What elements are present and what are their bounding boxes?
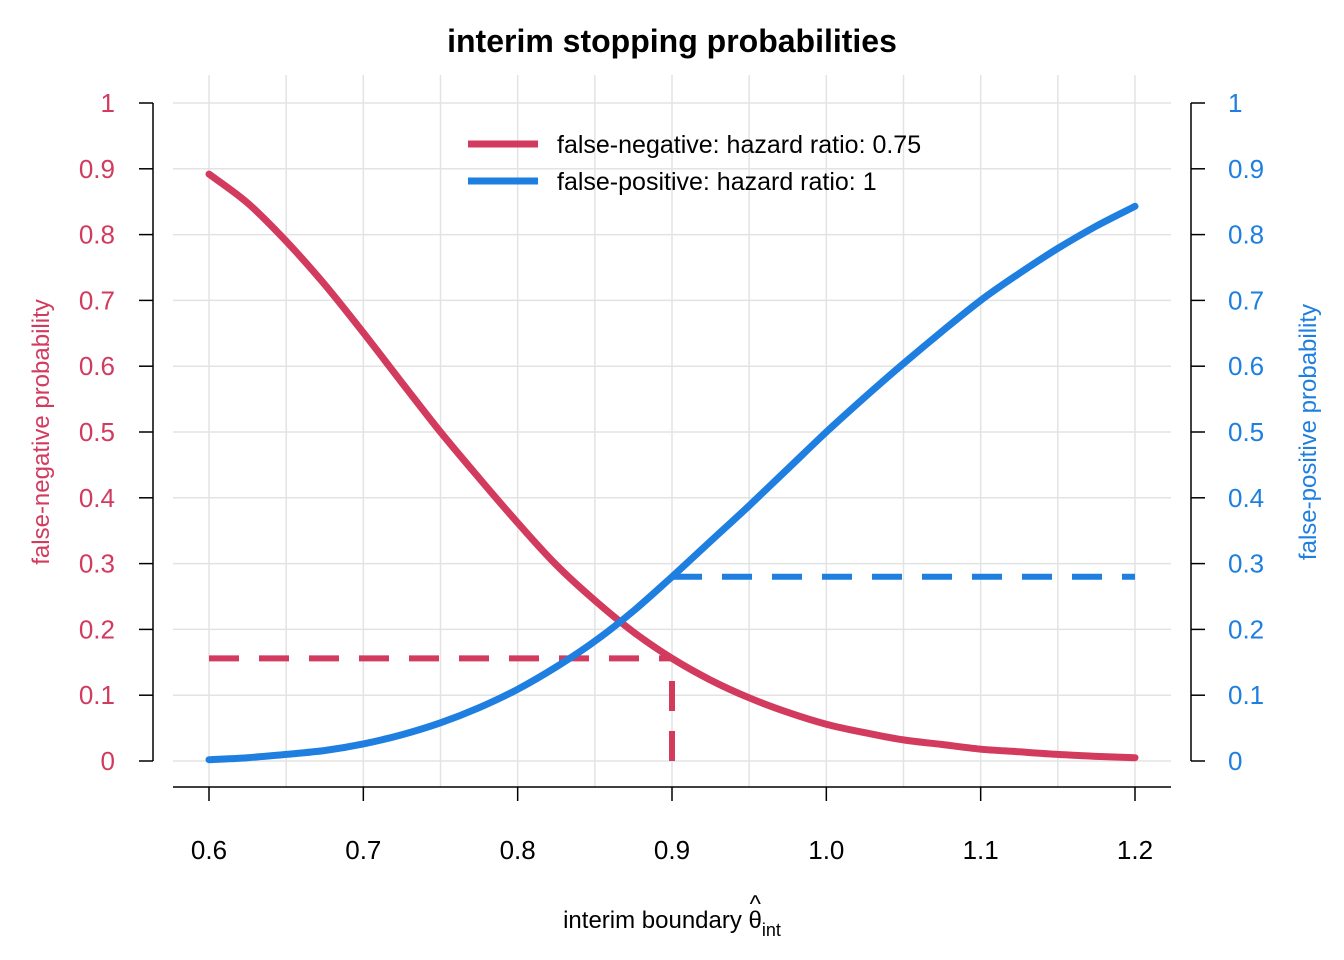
- y-left-tick-label: 0.7: [79, 285, 115, 315]
- legend-label: false-positive: hazard ratio: 1: [557, 168, 877, 196]
- y-right-tick-label: 0.2: [1228, 614, 1264, 644]
- y-left-tick-label: 0.1: [79, 680, 115, 710]
- y-left-tick-label: 0.3: [79, 549, 115, 579]
- y-left-tick-label: 0.9: [79, 154, 115, 184]
- x-tick-label: 1.2: [1117, 835, 1153, 865]
- threshold-lines: [209, 573, 1135, 761]
- y-right-tick-label: 0.5: [1228, 417, 1264, 447]
- y-left-tick-label: 0.5: [79, 417, 115, 447]
- y-right-tick-label: 0.8: [1228, 220, 1264, 250]
- x-axis-label-subscript: int: [762, 920, 781, 940]
- y-right-tick-label: 0: [1228, 746, 1242, 776]
- y-left-tick-label: 0.4: [79, 483, 115, 513]
- y-left-tick-label: 0.8: [79, 220, 115, 250]
- chart-title: interim stopping probabilities: [447, 23, 897, 59]
- y-right-tick-label: 0.6: [1228, 351, 1264, 381]
- y-left-tick-label: 1: [101, 88, 115, 118]
- y-left-tick-label: 0.6: [79, 351, 115, 381]
- y-right-tick-label: 0.7: [1228, 285, 1264, 315]
- x-axis-label-prefix: interim boundary: [563, 907, 748, 934]
- x-tick-label: 0.9: [654, 835, 690, 865]
- false-positive-curve: [205, 202, 1139, 764]
- x-tick-label: 0.8: [500, 835, 536, 865]
- y-axis-left-label: false-negative probability: [28, 299, 55, 565]
- y-left-tick-label: 0.2: [79, 614, 115, 644]
- x-tick-label: 1.1: [963, 835, 999, 865]
- axes: 0.6 0.7 0.8 0.9 1.0 1.1 1.2 0 0.1 0.2 0.3 0.4 0.5 0.6…: [79, 88, 1264, 865]
- x-axis-label-symbol: θ: [749, 907, 762, 934]
- legend-label: false-negative: hazard ratio: 0.75: [557, 131, 921, 159]
- x-tick-label: 0.6: [191, 835, 227, 865]
- y-axis-right-label: false-positive probability: [1295, 304, 1322, 560]
- y-right-tick-label: 0.9: [1228, 154, 1264, 184]
- y-right-tick-label: 0.3: [1228, 549, 1264, 579]
- x-tick-label: 0.7: [345, 835, 381, 865]
- x-axis-label: interim boundary θint ^: [563, 891, 781, 940]
- y-right-tick-label: 0.4: [1228, 483, 1264, 513]
- series-lines: [205, 170, 1139, 764]
- x-axis-label-hat: ^: [750, 891, 762, 918]
- y-right-tick-label: 1: [1228, 88, 1242, 118]
- y-right-tick-label: 0.1: [1228, 680, 1264, 710]
- svg-text:interim boundary θint: interim boundary θint: [563, 907, 781, 940]
- false-negative-curve: [205, 170, 1139, 762]
- x-tick-label: 1.0: [808, 835, 844, 865]
- y-left-tick-label: 0: [101, 746, 115, 776]
- legend: false-negative: hazard ratio: 0.75 false-…: [468, 131, 921, 196]
